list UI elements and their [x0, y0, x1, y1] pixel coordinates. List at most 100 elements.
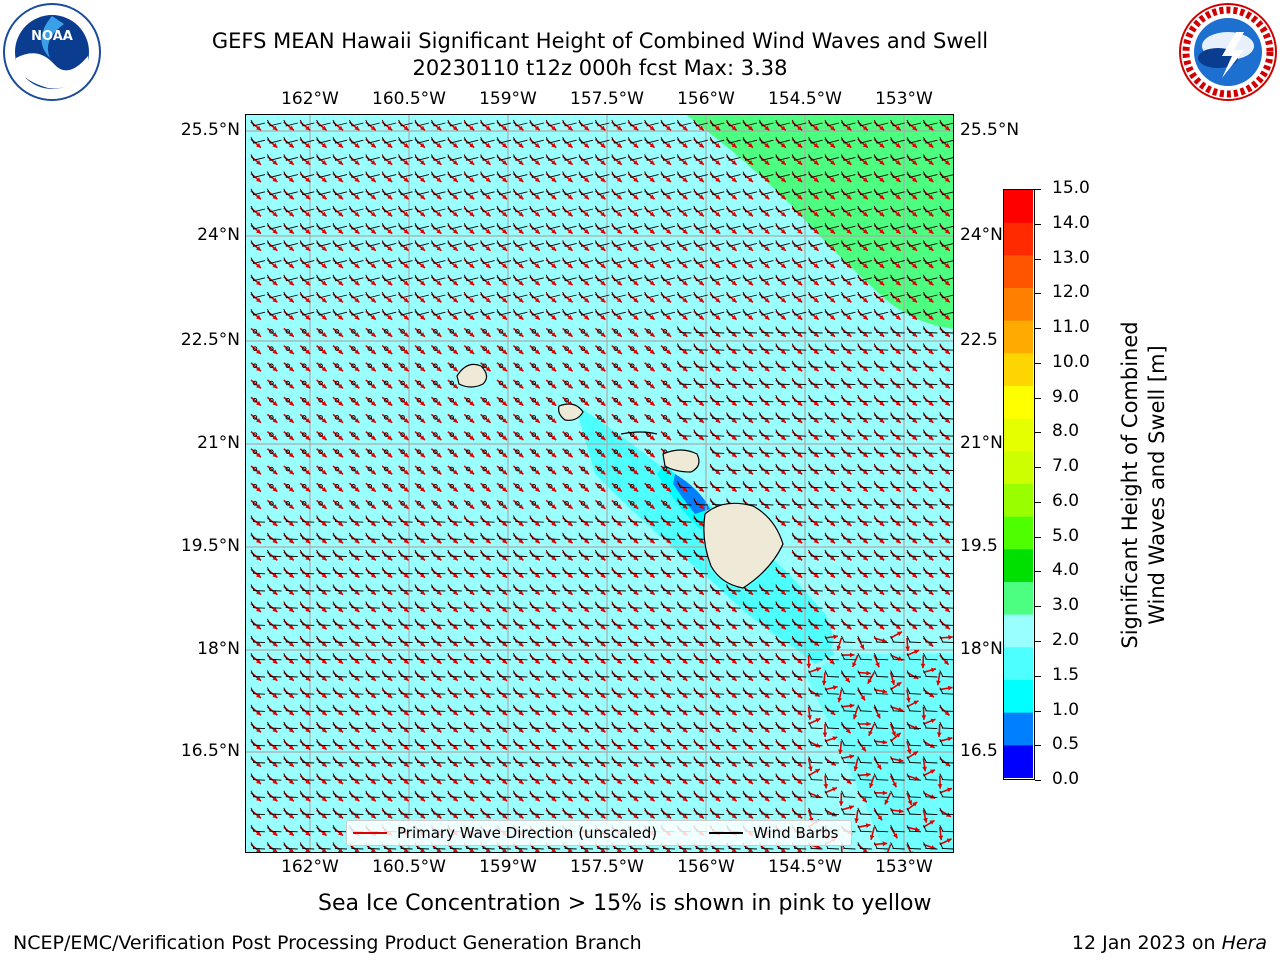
wave-arrow-head [305, 538, 311, 544]
wave-arrow-head [584, 641, 589, 647]
wave-arrow-head [748, 452, 753, 458]
wave-arrow-head [944, 538, 950, 544]
wave-arrow-head [912, 400, 917, 406]
wave-arrow-head [895, 521, 901, 526]
wave-arrow-head [272, 383, 278, 389]
wave-arrow-head [534, 813, 540, 819]
wave-arrow-head [321, 332, 327, 337]
wave-arrow-head [666, 813, 671, 819]
wave-arrow-head [715, 297, 721, 303]
wave-arrow-head [387, 710, 393, 716]
wave-arrow-head [452, 452, 458, 458]
wave-arrow-head [272, 624, 278, 630]
wave-arrow-head [288, 848, 294, 853]
wave-arrow-head [338, 555, 343, 561]
wave-arrow-head [895, 297, 901, 303]
wave-arrow-head [666, 762, 671, 767]
wave-arrow-head [944, 572, 950, 578]
wave-arrow-head [649, 246, 655, 251]
wave-arrow-head [928, 349, 934, 354]
wave-arrow-head [436, 349, 442, 354]
wave-arrow-head [584, 435, 589, 440]
wave-arrow-head [666, 314, 671, 320]
wave-arrow-head [862, 349, 868, 354]
wave-arrow-head [633, 418, 639, 423]
wave-arrow-head [830, 263, 835, 268]
wave-arrow-head [420, 418, 425, 423]
wave-arrow-head [354, 658, 360, 664]
wave-arrow-head [698, 796, 704, 802]
wave-arrow-head [698, 297, 704, 303]
wave-arrow-head [764, 452, 770, 458]
wave-arrow-head [715, 779, 721, 784]
wave-arrow-head [485, 624, 491, 630]
wave-arrow-head [288, 607, 294, 612]
wave-arrow-head [616, 676, 622, 681]
wave-arrow-head [862, 383, 868, 389]
wave-arrow-head [469, 314, 475, 320]
wave-arrow-head [616, 418, 622, 423]
wave-arrow-head [748, 641, 753, 647]
wave-arrow-head [567, 607, 573, 612]
wave-arrow-head [370, 538, 376, 544]
wave-arrow-head [436, 676, 442, 681]
wave-arrow-head [354, 521, 360, 526]
wave-arrow-head [436, 246, 442, 251]
wave-arrow-head [780, 160, 786, 165]
wave-arrow-head [600, 194, 606, 200]
wave-arrow-head [897, 631, 902, 636]
wave-arrow-head [321, 263, 327, 268]
wave-arrow-head [584, 125, 589, 131]
wave-arrow-head [272, 538, 278, 544]
wave-arrow-head [895, 555, 901, 561]
wave-arrow-head [748, 228, 753, 234]
wave-arrow-head [731, 762, 737, 767]
wave-arrow-head [830, 349, 835, 354]
wave-arrow-head [912, 228, 917, 234]
wave-arrow-head [485, 160, 491, 165]
wave-arrow-head [321, 280, 327, 286]
wave-arrow-head [485, 142, 491, 148]
wave-arrow-head [764, 676, 770, 681]
wave-arrow-head [715, 641, 721, 647]
wave-arrow-head [534, 710, 540, 716]
wave-arrow-head [928, 280, 934, 286]
wave-arrow-head [469, 280, 475, 286]
wave-arrow-head [256, 349, 261, 354]
wave-arrow-head [518, 142, 524, 148]
wave-arrow-head [272, 142, 278, 148]
wave-arrow-head [584, 469, 589, 475]
wave-arrow-head [338, 314, 343, 320]
wave-arrow-head [354, 641, 360, 647]
wave-arrow-head [912, 297, 917, 303]
wave-arrow-head [882, 790, 888, 796]
wave-arrow-head [354, 848, 360, 853]
wave-arrow-head [272, 452, 278, 458]
wave-arrow-head [830, 383, 835, 389]
wave-arrow-head [436, 641, 442, 647]
wave-arrow-head [338, 211, 343, 217]
wave-arrow-head [452, 572, 458, 578]
wave-arrow-head [649, 727, 655, 733]
wave-arrow-head [551, 676, 557, 681]
wave-arrow-head [616, 710, 622, 716]
wave-arrow-head [649, 624, 655, 630]
wave-arrow-head [338, 383, 343, 389]
wave-arrow-head [682, 125, 688, 131]
wave-arrow-head [551, 125, 557, 131]
wave-arrow-head [895, 383, 901, 389]
wave-arrow-head [534, 332, 540, 337]
wave-arrow-head [682, 607, 688, 612]
wave-arrow-head [354, 710, 360, 716]
wave-arrow-head [879, 555, 885, 561]
wave-arrow-head [387, 435, 393, 440]
wave-arrow-head [436, 228, 442, 234]
wave-arrow-head [616, 349, 622, 354]
wave-arrow-head [567, 469, 573, 475]
wave-arrow-head [403, 297, 409, 303]
wave-arrow-head [452, 796, 458, 802]
wave-arrow-head [436, 366, 442, 372]
wave-arrow-head [616, 160, 622, 165]
wave-arrow-head [731, 228, 737, 234]
wave-arrow-head [797, 263, 803, 268]
